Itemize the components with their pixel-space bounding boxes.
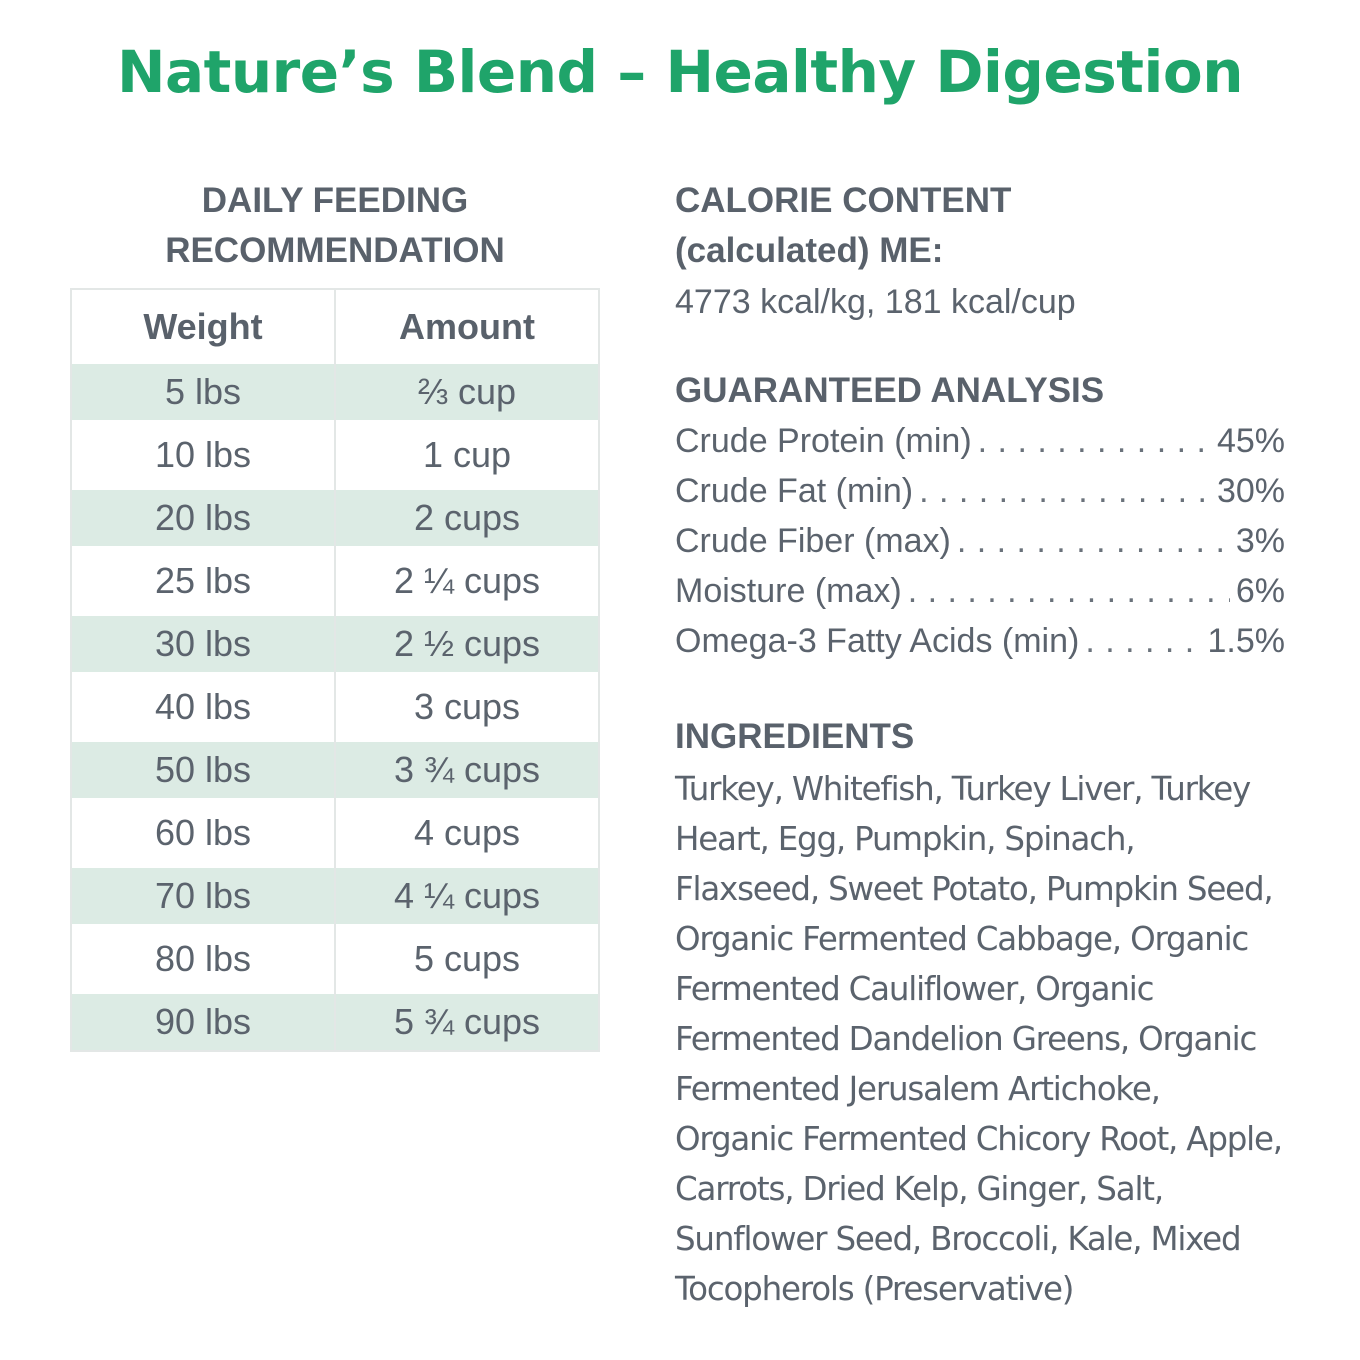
table-row: 20 lbs 2 cups bbox=[71, 490, 599, 546]
analysis-row: Omega-3 Fatty Acids (min) 1.5% bbox=[675, 616, 1285, 666]
weight-cell: 70 lbs bbox=[71, 868, 335, 924]
analysis-value: 3% bbox=[1235, 522, 1285, 560]
amount-cell: 3 cups bbox=[334, 672, 599, 742]
weight-cell: 25 lbs bbox=[71, 546, 335, 616]
amount-cell: 5 ¾ cups bbox=[334, 994, 599, 1051]
analysis-row: Crude Fat (min) 30% bbox=[675, 466, 1285, 516]
feeding-heading-line2: RECOMMENDATION bbox=[165, 231, 505, 270]
analysis-row: Crude Fiber (max) 3% bbox=[675, 516, 1285, 566]
table-row: 30 lbs 2 ½ cups bbox=[71, 616, 599, 672]
column-header-amount: Amount bbox=[334, 289, 599, 364]
amount-cell: 2 ¼ cups bbox=[334, 546, 599, 616]
amount-cell: ⅔ cup bbox=[334, 364, 599, 420]
analysis-label: Crude Protein (min) bbox=[675, 422, 972, 460]
amount-cell: 2 cups bbox=[334, 490, 599, 546]
weight-cell: 60 lbs bbox=[71, 798, 335, 868]
weight-cell: 50 lbs bbox=[71, 742, 335, 798]
table-row: 50 lbs 3 ¾ cups bbox=[71, 742, 599, 798]
amount-cell: 1 cup bbox=[334, 420, 599, 490]
page-title: Nature’s Blend – Healthy Digestion bbox=[116, 38, 1244, 106]
weight-cell: 40 lbs bbox=[71, 672, 335, 742]
weight-cell: 20 lbs bbox=[71, 490, 335, 546]
amount-cell: 4 ¼ cups bbox=[334, 868, 599, 924]
table-row: 90 lbs 5 ¾ cups bbox=[71, 994, 599, 1051]
table-row: 70 lbs 4 ¼ cups bbox=[71, 868, 599, 924]
analysis-row: Crude Protein (min) 45% bbox=[675, 416, 1285, 466]
analysis-value: 45% bbox=[1216, 422, 1285, 460]
dot-leader bbox=[919, 466, 1211, 516]
analysis-heading: GUARANTEED ANALYSIS bbox=[675, 371, 1105, 410]
calorie-heading-line1: CALORIE CONTENT bbox=[675, 181, 1012, 220]
dot-leader bbox=[978, 416, 1211, 466]
analysis-value: 1.5% bbox=[1207, 622, 1286, 660]
weight-cell: 90 lbs bbox=[71, 994, 335, 1051]
amount-cell: 5 cups bbox=[334, 924, 599, 994]
table-row: 80 lbs 5 cups bbox=[71, 924, 599, 994]
amount-cell: 4 cups bbox=[334, 798, 599, 868]
ingredients-list: Turkey, Whitefish, Turkey Liver, Turkey … bbox=[675, 770, 1283, 1308]
amount-cell: 3 ¾ cups bbox=[334, 742, 599, 798]
feeding-heading: DAILY FEEDING RECOMMENDATION bbox=[70, 176, 600, 276]
calorie-heading: CALORIE CONTENT (calculated) ME: bbox=[675, 176, 1285, 276]
analysis-value: 6% bbox=[1235, 572, 1285, 610]
calorie-heading-line2: (calculated) ME: bbox=[675, 231, 944, 270]
weight-cell: 80 lbs bbox=[71, 924, 335, 994]
weight-cell: 10 lbs bbox=[71, 420, 335, 490]
ingredients-section: INGREDIENTS Turkey, Whitefish, Turkey Li… bbox=[675, 712, 1285, 1314]
table-row: 40 lbs 3 cups bbox=[71, 672, 599, 742]
analysis-label: Moisture (max) bbox=[675, 572, 902, 610]
analysis-value: 30% bbox=[1216, 472, 1285, 510]
weight-cell: 5 lbs bbox=[71, 364, 335, 420]
table-row: 5 lbs ⅔ cup bbox=[71, 364, 599, 420]
ingredients-heading: INGREDIENTS bbox=[675, 717, 915, 756]
table-row: 25 lbs 2 ¼ cups bbox=[71, 546, 599, 616]
analysis-label: Crude Fat (min) bbox=[675, 472, 914, 510]
calorie-section: CALORIE CONTENT (calculated) ME: 4773 kc… bbox=[675, 176, 1285, 328]
analysis-label: Omega-3 Fatty Acids (min) bbox=[675, 622, 1080, 660]
analysis-label: Crude Fiber (max) bbox=[675, 522, 951, 560]
calorie-value: 4773 kcal/kg, 181 kcal/cup bbox=[675, 283, 1076, 321]
column-header-weight: Weight bbox=[143, 306, 263, 347]
table-row: 60 lbs 4 cups bbox=[71, 798, 599, 868]
dot-leader bbox=[908, 566, 1230, 616]
guaranteed-analysis-section: GUARANTEED ANALYSIS Crude Protein (min) … bbox=[675, 366, 1285, 666]
dot-leader bbox=[957, 516, 1230, 566]
info-column: CALORIE CONTENT (calculated) ME: 4773 kc… bbox=[675, 176, 1285, 1314]
feeding-table: Weight Amount 5 lbs ⅔ cup 10 lbs 1 cup 2… bbox=[70, 288, 600, 1052]
analysis-row: Moisture (max) 6% bbox=[675, 566, 1285, 616]
dot-leader bbox=[1085, 616, 1201, 666]
amount-cell: 2 ½ cups bbox=[334, 616, 599, 672]
feeding-heading-line1: DAILY FEEDING bbox=[201, 181, 469, 220]
table-row: 10 lbs 1 cup bbox=[71, 420, 599, 490]
weight-cell: 30 lbs bbox=[71, 616, 335, 672]
